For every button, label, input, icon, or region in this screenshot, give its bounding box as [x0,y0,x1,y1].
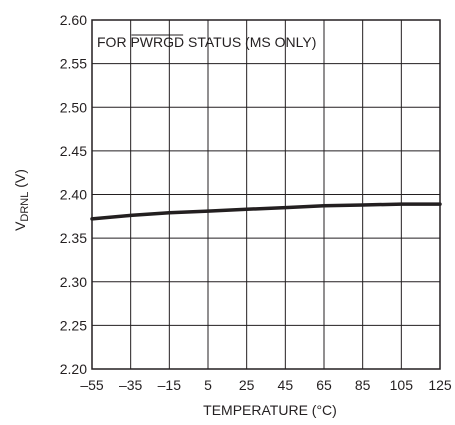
y-axis-title-base: V [12,221,28,231]
x-tick-label: 25 [239,377,255,393]
x-axis-title: TEMPERATURE (°C) [203,402,337,418]
x-tick-label: –15 [158,377,182,393]
y-tick-label: 2.55 [60,56,87,72]
y-tick-labels: 2.20 2.25 2.30 2.35 2.40 2.45 2.50 2.55 2.60 [60,12,87,377]
annotation-suffix: STATUS (MS ONLY) [184,34,316,50]
x-tick-labels: –55 –35 –15 5 25 45 65 85 105 125 [80,377,452,393]
y-tick-label: 2.40 [60,187,87,203]
series-layer [90,202,442,221]
x-tick-label: 85 [355,377,371,393]
plot-frame [91,19,441,370]
x-tick-label: –35 [119,377,143,393]
x-tick-label: –55 [80,377,104,393]
series-line [90,202,442,221]
grid [91,19,441,370]
x-tick-label: 105 [390,377,414,393]
x-tick-label: 45 [278,377,294,393]
y-axis-title-unit: (V) [12,169,28,192]
x-tick-label: 65 [316,377,332,393]
y-tick-label: 2.50 [60,99,87,115]
y-tick-label: 2.30 [60,274,87,290]
y-tick-label: 2.20 [60,361,87,377]
y-axis-title: VDRNL (V) [12,169,31,231]
y-tick-label: 2.60 [60,12,87,28]
y-tick-label: 2.35 [60,230,87,246]
y-tick-label: 2.25 [60,317,87,333]
status-annotation: FOR PWRGD STATUS (MS ONLY) [97,34,316,50]
x-tick-label: 5 [204,377,212,393]
x-tick-label: 125 [428,377,452,393]
annotation-overlined-word: PWRGD [130,34,184,50]
y-axis-title-subscript: DRNL [19,192,31,222]
annotation-prefix: FOR [97,34,130,50]
y-tick-label: 2.45 [60,143,87,159]
